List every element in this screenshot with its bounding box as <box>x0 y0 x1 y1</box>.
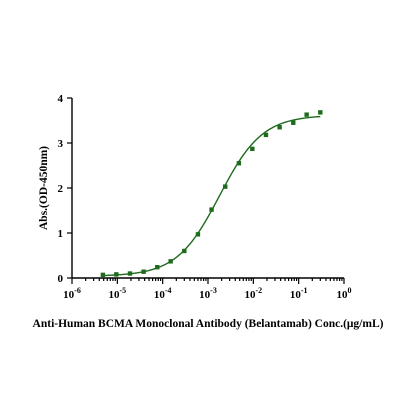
data-point <box>100 272 106 278</box>
y-tick-label: 2 <box>58 183 64 195</box>
x-tick-label: 10-1 <box>290 286 308 301</box>
data-point <box>127 271 133 276</box>
y-tick-label: 3 <box>58 138 64 150</box>
data-point <box>250 146 255 152</box>
data-point <box>277 125 282 130</box>
y-tick-label: 4 <box>58 93 64 105</box>
data-point <box>236 161 242 166</box>
x-tick-label: 100 <box>337 286 352 301</box>
y-ticks: 0 1 2 3 4 <box>58 93 72 285</box>
x-tick-label: 10-6 <box>63 286 81 301</box>
x-tick-label: 10-5 <box>108 286 126 301</box>
data-point <box>263 132 269 138</box>
x-tick-label: 10-4 <box>154 286 172 301</box>
fitted-curve <box>102 115 321 277</box>
data-point <box>141 269 146 274</box>
data-points <box>100 110 323 278</box>
data-point <box>318 110 323 115</box>
x-tick-label: 10-2 <box>244 286 262 301</box>
data-point <box>114 272 119 277</box>
y-tick-label: 1 <box>58 228 64 240</box>
x-axis-title: Anti-Human BCMA Monoclonal Antibody (Bel… <box>33 318 384 330</box>
x-ticks: 10-6 10-5 10-4 10-3 10-2 10-1 100 <box>63 278 352 301</box>
data-point <box>304 112 309 117</box>
data-point <box>155 265 160 270</box>
data-point <box>182 248 187 254</box>
data-point <box>291 120 296 125</box>
data-point <box>223 184 228 189</box>
data-point <box>209 207 214 212</box>
y-tick-label: 0 <box>58 273 64 285</box>
y-axis-title: Abs.(OD-450nm) <box>38 146 50 230</box>
data-point <box>168 259 173 264</box>
data-point <box>195 232 201 237</box>
x-tick-label: 10-3 <box>199 286 217 301</box>
plot-area: 0 1 2 3 4 10-6 10-5 10-4 10-3 10-2 10-1 100 <box>58 93 352 301</box>
